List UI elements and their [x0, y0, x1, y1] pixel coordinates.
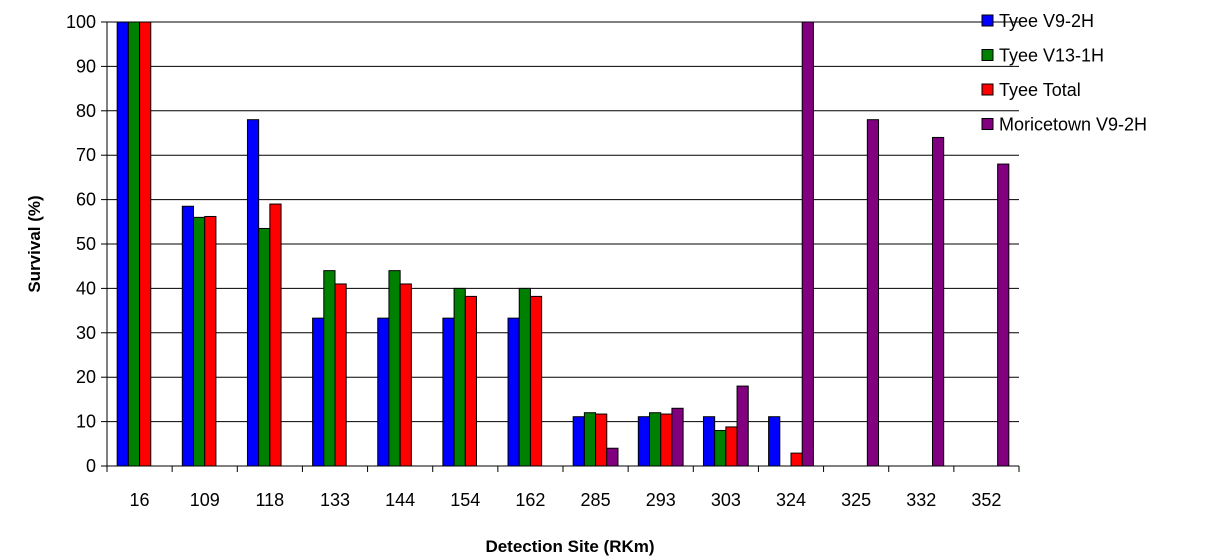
bar-tyee-v13-1h-109 [193, 216, 206, 467]
legend-item-tyee-v13-1h: Tyee V13-1H [981, 46, 1104, 66]
bar-tyee-total-133 [334, 283, 347, 467]
bar-tyee-v9-2h-303 [702, 416, 716, 467]
bar-tyee-v9-2h-285 [572, 416, 585, 467]
bar-moricetown-v9-2h-325 [866, 119, 880, 467]
bar-tyee-total-118 [269, 203, 282, 467]
bar-tyee-v9-2h-154 [442, 317, 455, 467]
legend-swatch [981, 83, 994, 96]
bar-moricetown-v9-2h-285 [606, 447, 619, 467]
bar-tyee-v13-1h-16 [127, 21, 141, 467]
bar-tyee-v13-1h-144 [388, 270, 401, 467]
x-tick-label: 144 [385, 490, 415, 510]
x-tick-labels: 16 109 118 133 144 154 162 285 293 303 324 325 332 35… [130, 490, 1002, 510]
legend-swatch [981, 49, 994, 61]
y-tick-label: 20 [76, 367, 96, 387]
y-tick-label: 10 [76, 412, 96, 432]
x-tick-label: 162 [515, 490, 545, 510]
bar-tyee-v9-2h-109 [181, 205, 195, 467]
x-tick-label: 16 [130, 490, 150, 510]
bar-tyee-v9-2h-162 [507, 317, 520, 467]
x-tick-label: 303 [711, 490, 741, 510]
x-tick-label: 109 [190, 490, 220, 510]
x-tick-label: 293 [646, 490, 676, 510]
legend-swatch [981, 118, 994, 130]
bar-tyee-v9-2h-324 [768, 416, 781, 467]
bar-tyee-v13-1h-303 [714, 429, 727, 467]
y-tick-label: 90 [76, 56, 96, 76]
legend-item-moricetown-v9-2h: Moricetown V9-2H [981, 115, 1147, 135]
bar-moricetown-v9-2h-303 [736, 385, 749, 467]
legend-item-tyee-total: Tyee Total [981, 80, 1081, 100]
bar-tyee-total-324 [790, 452, 803, 467]
legend-label: Tyee V9-2H [999, 11, 1094, 31]
bar-tyee-v13-1h-118 [258, 227, 271, 467]
bar-moricetown-v9-2h-293 [671, 407, 684, 467]
bar-moricetown-v9-2h-324 [801, 21, 814, 467]
y-axis-title: Survival (%) [25, 195, 44, 292]
x-axis-title: Detection Site (RKm) [485, 537, 654, 556]
legend-item-tyee-v9-2h: Tyee V9-2H [981, 11, 1094, 31]
bar-tyee-v9-2h-118 [246, 119, 260, 467]
y-tick-label: 30 [76, 323, 96, 343]
x-tick-label: 285 [581, 490, 611, 510]
bar-tyee-total-144 [399, 283, 412, 467]
legend-label: Moricetown V9-2H [999, 115, 1147, 135]
bar-tyee-total-16 [139, 21, 152, 467]
bars [116, 21, 1010, 467]
bar-tyee-v13-1h-133 [323, 270, 336, 467]
y-tick-labels: 0 10 20 30 40 50 60 70 80 90 100 [66, 12, 96, 476]
bar-tyee-v13-1h-293 [649, 412, 662, 467]
x-tick-label: 352 [971, 490, 1001, 510]
y-tick-label: 60 [76, 190, 96, 210]
legend-swatch [981, 14, 994, 27]
bar-tyee-v13-1h-162 [518, 287, 531, 467]
y-tick-label: 70 [76, 145, 96, 165]
bar-tyee-total-154 [464, 295, 477, 467]
legend-label: Tyee V13-1H [999, 46, 1104, 66]
bar-tyee-v9-2h-133 [312, 317, 325, 467]
bar-tyee-total-285 [595, 413, 608, 467]
x-tick-label: 154 [450, 490, 480, 510]
bar-tyee-v13-1h-154 [453, 287, 466, 467]
bar-moricetown-v9-2h-332 [931, 136, 945, 467]
bar-tyee-total-303 [725, 426, 738, 467]
x-tick-label: 133 [320, 490, 350, 510]
y-tick-label: 0 [86, 456, 96, 476]
x-tick-label: 324 [776, 490, 806, 510]
bar-tyee-total-293 [660, 413, 673, 467]
bar-tyee-v13-1h-285 [583, 412, 597, 467]
bar-tyee-v9-2h-293 [637, 416, 651, 467]
x-tick-label: 118 [256, 490, 285, 510]
legend-label: Tyee Total [999, 80, 1081, 100]
bar-tyee-total-162 [529, 295, 543, 467]
bar-moricetown-v9-2h-352 [997, 163, 1010, 467]
axes [101, 21, 1020, 472]
y-tick-label: 40 [76, 278, 96, 298]
y-tick-label: 50 [76, 234, 96, 254]
x-tick-label: 332 [906, 490, 936, 510]
bar-tyee-total-109 [204, 215, 217, 467]
x-tick-label: 325 [841, 490, 871, 510]
legend: Tyee V9-2H Tyee V13-1H Tyee Total Moricetow… [981, 11, 1147, 135]
y-tick-label: 80 [76, 101, 96, 121]
bar-tyee-v9-2h-16 [116, 21, 129, 467]
y-tick-label: 100 [66, 12, 96, 32]
gridlines [107, 21, 1019, 423]
bar-tyee-v9-2h-144 [377, 317, 390, 467]
